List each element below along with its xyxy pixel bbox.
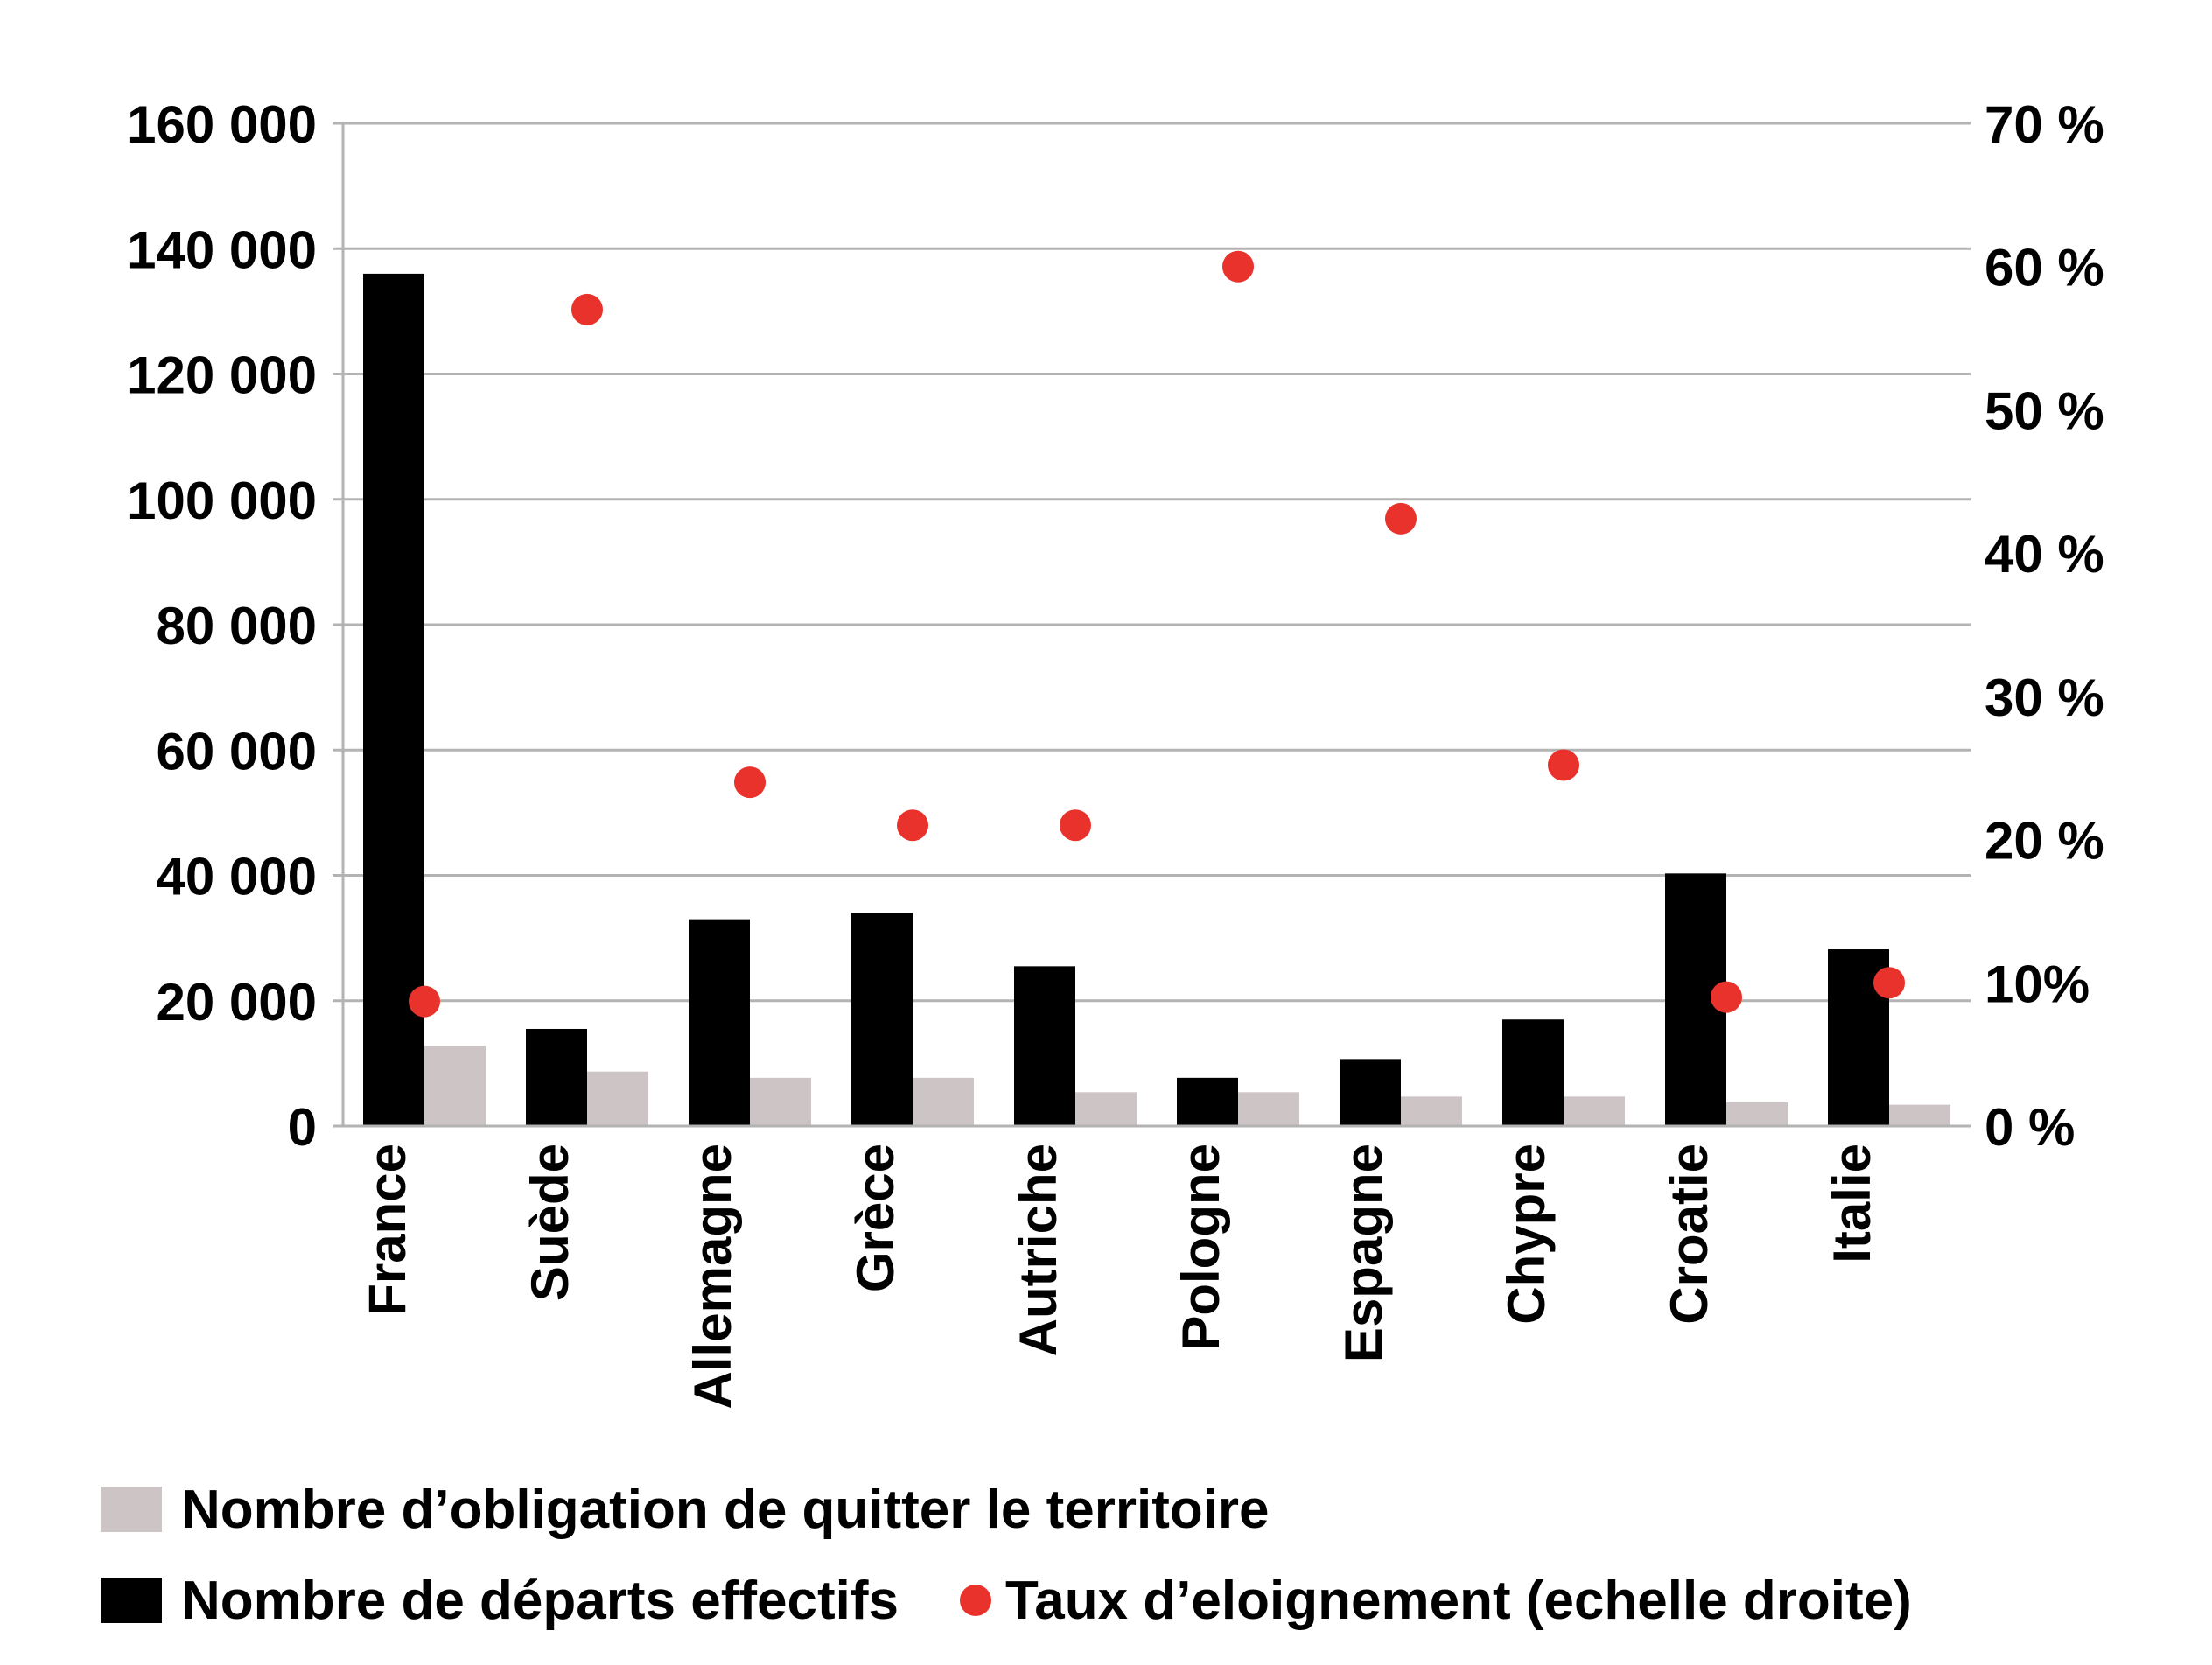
legend-item-obligations: Nombre d’obligation de quitter le territ… (101, 1479, 1912, 1540)
category-label: Espagne (1334, 1144, 1393, 1362)
category-labels: France Suède Allemagne Grèce Autriche Pologne… (358, 1144, 1881, 1409)
legend-swatch-obligations (101, 1487, 162, 1532)
category-label: France (358, 1144, 416, 1316)
right-axis-tick-label: 40 % (1984, 525, 2104, 584)
bar-obligations (1401, 1096, 1462, 1126)
rate-dot (1873, 967, 1905, 999)
left-axis-tick-label: 20 000 (156, 973, 317, 1032)
axes (332, 122, 1970, 1128)
bar-obligations (1564, 1096, 1625, 1126)
bar-obligations (1075, 1092, 1137, 1126)
left-axis-tick-label: 120 000 (127, 346, 317, 405)
right-axis-tick-label: 10% (1984, 955, 2090, 1013)
bar-departures (363, 273, 424, 1126)
right-axis-tick-label: 30 % (1984, 668, 2104, 727)
legend-item-departures: Nombre de départs effectifs Taux d’eloig… (101, 1570, 1912, 1631)
legend-label-obligations: Nombre d’obligation de quitter le territ… (181, 1479, 1270, 1540)
right-axis-tick-label: 60 % (1984, 239, 2104, 297)
left-axis-tick-label: 100 000 (127, 472, 317, 530)
bar-obligations (1889, 1104, 1950, 1126)
bar-departures (689, 919, 750, 1126)
right-axis-tick-label: 70 % (1984, 95, 2104, 154)
left-axis-tick-label: 160 000 (127, 95, 317, 154)
rate-dot (409, 985, 440, 1018)
rate-dot (1385, 502, 1417, 535)
bar-departures (1014, 966, 1075, 1126)
category-label: Croatie (1660, 1144, 1718, 1325)
right-axis-tick-label: 20 % (1984, 812, 2104, 871)
bar-departures (851, 913, 913, 1126)
rate-dot (734, 766, 766, 799)
rate-dot (571, 293, 603, 325)
bar-departures (1502, 1019, 1564, 1126)
bar-obligations (750, 1077, 811, 1126)
left-axis-tick-label: 80 000 (156, 597, 317, 655)
category-label: Grèce (846, 1144, 905, 1292)
category-label: Pologne (1172, 1144, 1230, 1351)
bar-departures (1340, 1059, 1401, 1126)
rate-dot (1548, 749, 1579, 781)
left-axis-ticks: 0 20 000 40 000 60 000 80 000 100 000 120 000 1… (127, 95, 317, 1157)
right-axis-tick-label: 0 % (1984, 1098, 2075, 1157)
left-axis-tick-label: 40 000 (156, 848, 317, 906)
legend: Nombre d’obligation de quitter le territ… (101, 1479, 1912, 1661)
left-axis-tick-label: 140 000 (127, 220, 317, 279)
left-axis-tick-label: 0 (288, 1098, 317, 1157)
bar-departures (526, 1028, 587, 1126)
category-label: Allemagne (683, 1144, 742, 1409)
category-label: Suède (521, 1144, 579, 1301)
rate-dot (1222, 250, 1254, 283)
rate-dot (897, 809, 928, 842)
right-axis-tick-label: 50 % (1984, 381, 2104, 440)
bar-obligations (913, 1077, 974, 1126)
bars (363, 273, 1950, 1126)
category-label: Chypre (1497, 1144, 1556, 1325)
bar-departures (1177, 1077, 1238, 1126)
category-label: Italie (1823, 1144, 1881, 1263)
legend-marker-rate (960, 1585, 991, 1616)
bar-obligations (1238, 1092, 1299, 1126)
legend-label-departures: Nombre de départs effectifs (181, 1570, 899, 1631)
category-label: Autriche (1009, 1144, 1068, 1356)
legend-label-rate: Taux d’eloignement (echelle droite) (1005, 1570, 1912, 1631)
grid-lines (343, 122, 1970, 1003)
bar-obligations (1726, 1102, 1788, 1126)
bar-obligations (587, 1071, 648, 1126)
rate-dot (1060, 809, 1091, 842)
bar-obligations (424, 1046, 486, 1126)
rate-dots (409, 250, 1905, 1018)
rate-dot (1711, 981, 1742, 1013)
right-axis-ticks: 0 % 10% 20 % 30 % 40 % 50 % 60 % 70 % (1984, 95, 2104, 1157)
left-axis-tick-label: 60 000 (156, 722, 317, 780)
legend-swatch-departures (101, 1578, 162, 1623)
